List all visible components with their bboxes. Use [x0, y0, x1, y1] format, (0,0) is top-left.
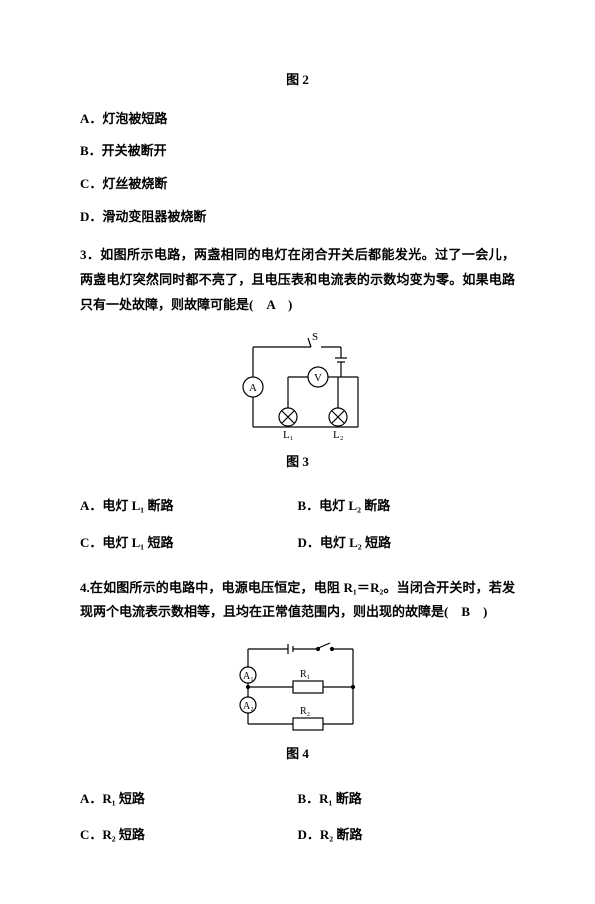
- ammeter1-label: A₁: [243, 671, 254, 682]
- q3-option-a: A．电灯 L₁ 断路: [80, 488, 298, 525]
- q4-option-d: D．R₂ 断路: [298, 817, 516, 854]
- lamp2-label: L₂: [333, 429, 344, 441]
- lamp1-label: L₁: [283, 429, 294, 441]
- q2-option-c: C．灯丝被烧断: [80, 172, 515, 197]
- q3-option-b: B．电灯 L₂ 断路: [298, 488, 516, 525]
- q3-options: A．电灯 L₁ 断路 B．电灯 L₂ 断路 C．电灯 L₁ 短路 D．电灯 L₂…: [80, 488, 515, 561]
- q3-stem: 3．如图所示电路，两盏相同的电灯在闭合开关后都能发光。过了一会儿，两盏电灯突然同…: [80, 243, 515, 317]
- page-content: 图 2 A．灯泡被短路 B．开关被断开 C．灯丝被烧断 D．滑动变阻器被烧断 3…: [0, 0, 595, 904]
- q4-option-c: C．R₂ 短路: [80, 817, 298, 854]
- q4-options: A．R₁ 短路 B．R₁ 断路 C．R₂ 短路 D．R₂ 断路: [80, 781, 515, 854]
- q2-option-d: D．滑动变阻器被烧断: [80, 205, 515, 230]
- q3-option-c: C．电灯 L₁ 短路: [80, 525, 298, 562]
- switch-label: S: [312, 332, 318, 343]
- r2-label: R₂: [300, 706, 310, 717]
- r1-label: R₁: [300, 669, 310, 680]
- q4-option-b: B．R₁ 断路: [298, 781, 516, 818]
- fig3-title: 图 3: [80, 450, 515, 475]
- ammeter2-label: A₂: [243, 701, 254, 712]
- fig4-title: 图 4: [80, 742, 515, 767]
- q3-option-d: D．电灯 L₂ 短路: [298, 525, 516, 562]
- q3-circuit-diagram: S A L₁ V L₂: [213, 332, 383, 442]
- q2-option-b: B．开关被断开: [80, 139, 515, 164]
- q2-option-a: A．灯泡被短路: [80, 107, 515, 132]
- q4-option-a: A．R₁ 短路: [80, 781, 298, 818]
- q4-circuit-diagram: A₁ R₁ A₂ R₂: [218, 639, 378, 734]
- q4-stem: 4.在如图所示的电路中，电源电压恒定，电阻 R₁＝R₂。当闭合开关时，若发现两个…: [80, 576, 515, 625]
- voltmeter-label: V: [314, 372, 322, 384]
- fig2-title: 图 2: [80, 68, 515, 93]
- ammeter-label: A: [249, 382, 257, 394]
